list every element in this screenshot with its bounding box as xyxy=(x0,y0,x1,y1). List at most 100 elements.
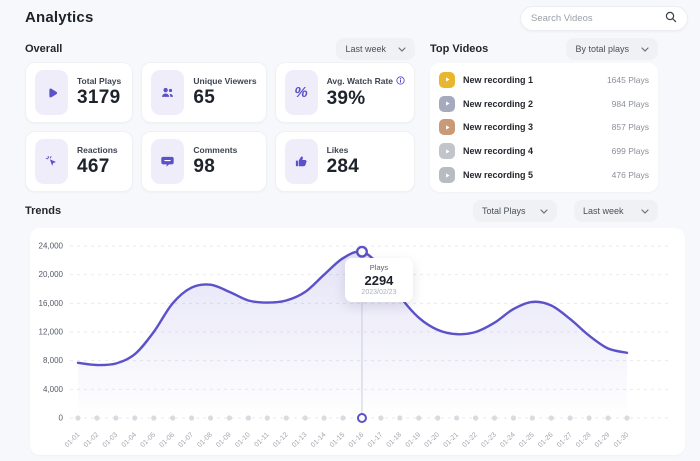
x-axis-point-dot[interactable] xyxy=(340,415,346,421)
x-axis-point-dot[interactable] xyxy=(113,415,119,421)
stat-label: Comments xyxy=(193,145,238,155)
x-axis-tick-label: 01-18 xyxy=(386,431,404,449)
top-video-row[interactable]: New recording 4 699 Plays xyxy=(439,140,649,162)
top-video-row[interactable]: New recording 1 1645 Plays xyxy=(439,69,649,91)
x-axis-point-dot[interactable] xyxy=(567,415,573,421)
trends-metric-dropdown[interactable]: Total Plays xyxy=(473,200,557,222)
x-axis-point-dot[interactable] xyxy=(207,415,214,421)
highlight-axis-marker[interactable] xyxy=(356,413,367,423)
x-axis-point-dot[interactable] xyxy=(188,415,195,421)
y-axis-tick-label: 16,000 xyxy=(39,299,64,308)
x-axis-point-dot[interactable] xyxy=(170,415,176,421)
x-axis-point-dot[interactable] xyxy=(94,415,100,421)
stat-card-unique-viewers: Unique Viewers 65 xyxy=(141,62,267,123)
x-axis-tick-label: 01-12 xyxy=(272,431,290,449)
search-box[interactable] xyxy=(520,6,688,31)
x-axis-point-dot[interactable] xyxy=(586,415,592,421)
video-name: New recording 2 xyxy=(463,98,534,109)
x-axis-tick-label: 01-02 xyxy=(83,431,101,449)
chevron-down-icon xyxy=(641,206,649,216)
x-axis-tick-label: 01-27 xyxy=(556,431,574,449)
stat-value: 3179 xyxy=(77,87,121,108)
x-axis-tick-label: 01-28 xyxy=(575,431,593,449)
stat-value: 65 xyxy=(193,87,216,108)
x-axis-tick-label: 01-01 xyxy=(64,431,82,449)
stat-card-likes: Likes 284 xyxy=(274,131,415,192)
stat-card-total-plays: Total Plays 3179 xyxy=(25,62,134,123)
overall-section-header: Overall Last week xyxy=(25,38,415,60)
y-axis-tick-label: 20,000 xyxy=(39,270,64,279)
overall-period-dropdown[interactable]: Last week xyxy=(336,38,415,60)
x-axis-point-dot[interactable] xyxy=(510,415,517,421)
x-axis-point-dot[interactable] xyxy=(75,415,81,421)
x-axis-point-dot[interactable] xyxy=(151,415,157,421)
x-axis-tick-label: 01-16 xyxy=(348,431,366,449)
x-axis-point-dot[interactable] xyxy=(378,415,384,421)
cursor-click-icon xyxy=(35,139,68,184)
stat-label: Likes xyxy=(326,145,349,155)
search-icon[interactable] xyxy=(665,10,677,28)
overall-stats-grid: Total Plays 3179 Unique Viewers 65 % Avg… xyxy=(25,62,415,192)
x-axis-point-dot[interactable] xyxy=(321,415,327,421)
x-axis-point-dot[interactable] xyxy=(132,415,138,421)
stat-value: 98 xyxy=(193,156,216,177)
x-axis-point-dot[interactable] xyxy=(302,415,308,421)
percent-icon: % xyxy=(284,70,318,115)
x-axis-point-dot[interactable] xyxy=(245,415,251,421)
overall-label: Overall xyxy=(25,43,63,55)
x-axis-tick-label: 01-22 xyxy=(461,431,479,449)
x-axis-point-dot[interactable] xyxy=(454,415,460,421)
x-axis-tick-label: 01-21 xyxy=(442,431,460,449)
x-axis-point-dot[interactable] xyxy=(605,415,611,421)
trends-period-dropdown[interactable]: Last week xyxy=(574,200,658,222)
highlight-point-marker[interactable] xyxy=(355,245,368,258)
top-videos-list: New recording 1 1645 Plays New recording… xyxy=(430,63,658,192)
x-axis-point-dot[interactable] xyxy=(264,415,270,421)
video-play-badge-icon xyxy=(439,95,455,112)
y-axis-tick-label: 12,000 xyxy=(39,328,64,337)
video-name: New recording 5 xyxy=(463,170,534,181)
x-axis-tick-label: 01-25 xyxy=(518,431,536,449)
page-title: Analytics xyxy=(25,9,94,26)
trends-period-value: Last week xyxy=(583,206,624,216)
video-plays: 1645 Plays xyxy=(606,74,649,85)
x-axis-point-dot[interactable] xyxy=(529,415,535,421)
top-video-row[interactable]: New recording 3 857 Plays xyxy=(439,116,649,138)
x-axis-point-dot[interactable] xyxy=(397,415,403,421)
x-axis-tick-label: 01-13 xyxy=(291,431,309,449)
x-axis-point-dot[interactable] xyxy=(548,415,554,421)
area-fill xyxy=(78,251,627,418)
x-axis-point-dot[interactable] xyxy=(624,415,630,421)
x-axis-tick-label: 01-06 xyxy=(158,431,176,449)
x-axis-point-dot[interactable] xyxy=(435,415,441,421)
tooltip-metric-label: Plays xyxy=(369,263,389,272)
x-axis-point-dot[interactable] xyxy=(472,415,479,421)
video-name: New recording 3 xyxy=(463,122,534,133)
y-axis-tick-label: 0 xyxy=(59,414,64,423)
trends-chart-svg[interactable]: 0 4,000 8,000 12,000 16,000 20,000 24,000 01-01… xyxy=(30,228,685,455)
chevron-down-icon xyxy=(641,44,649,54)
search-input[interactable] xyxy=(531,13,656,24)
top-videos-sort-value: By total plays xyxy=(575,44,629,54)
tooltip-value: 2294 xyxy=(364,273,394,288)
x-axis-point-dot[interactable] xyxy=(226,415,233,421)
x-axis-point-dot[interactable] xyxy=(283,415,289,421)
stat-label: Unique Viewers xyxy=(193,76,257,86)
top-video-row[interactable]: New recording 2 984 Plays xyxy=(439,93,649,115)
thumbs-up-icon xyxy=(284,139,318,184)
y-axis-tick-label: 4,000 xyxy=(43,385,64,394)
stat-label: Total Plays xyxy=(77,76,122,86)
top-video-row[interactable]: New recording 5 476 Plays xyxy=(439,164,649,186)
top-videos-sort-dropdown[interactable]: By total plays xyxy=(566,38,658,60)
x-axis-tick-label: 01-23 xyxy=(480,431,498,449)
chevron-down-icon xyxy=(540,206,548,216)
info-icon[interactable] xyxy=(396,75,405,87)
stat-label: Avg. Watch Rate xyxy=(327,75,405,87)
x-axis-tick-label: 01-14 xyxy=(310,431,328,449)
x-axis-tick-label: 01-24 xyxy=(499,431,517,449)
x-axis-point-dot[interactable] xyxy=(416,415,422,421)
trends-metric-value: Total Plays xyxy=(482,206,526,216)
x-axis-point-dot[interactable] xyxy=(491,415,498,421)
video-plays: 984 Plays xyxy=(611,98,649,109)
